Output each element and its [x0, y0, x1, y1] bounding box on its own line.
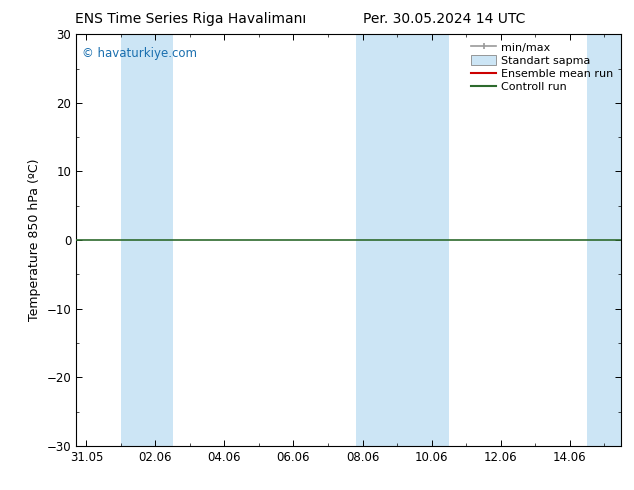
Text: ENS Time Series Riga Havalimanı: ENS Time Series Riga Havalimanı — [75, 12, 306, 26]
Bar — [121, 34, 172, 446]
Bar — [356, 34, 408, 446]
Text: Per. 30.05.2024 14 UTC: Per. 30.05.2024 14 UTC — [363, 12, 525, 26]
Legend: min/max, Standart sapma, Ensemble mean run, Controll run: min/max, Standart sapma, Ensemble mean r… — [469, 40, 616, 95]
Bar — [408, 34, 449, 446]
Bar — [587, 34, 624, 446]
Y-axis label: Temperature 850 hPa (ºC): Temperature 850 hPa (ºC) — [28, 159, 41, 321]
Text: © havaturkiye.com: © havaturkiye.com — [82, 47, 197, 60]
